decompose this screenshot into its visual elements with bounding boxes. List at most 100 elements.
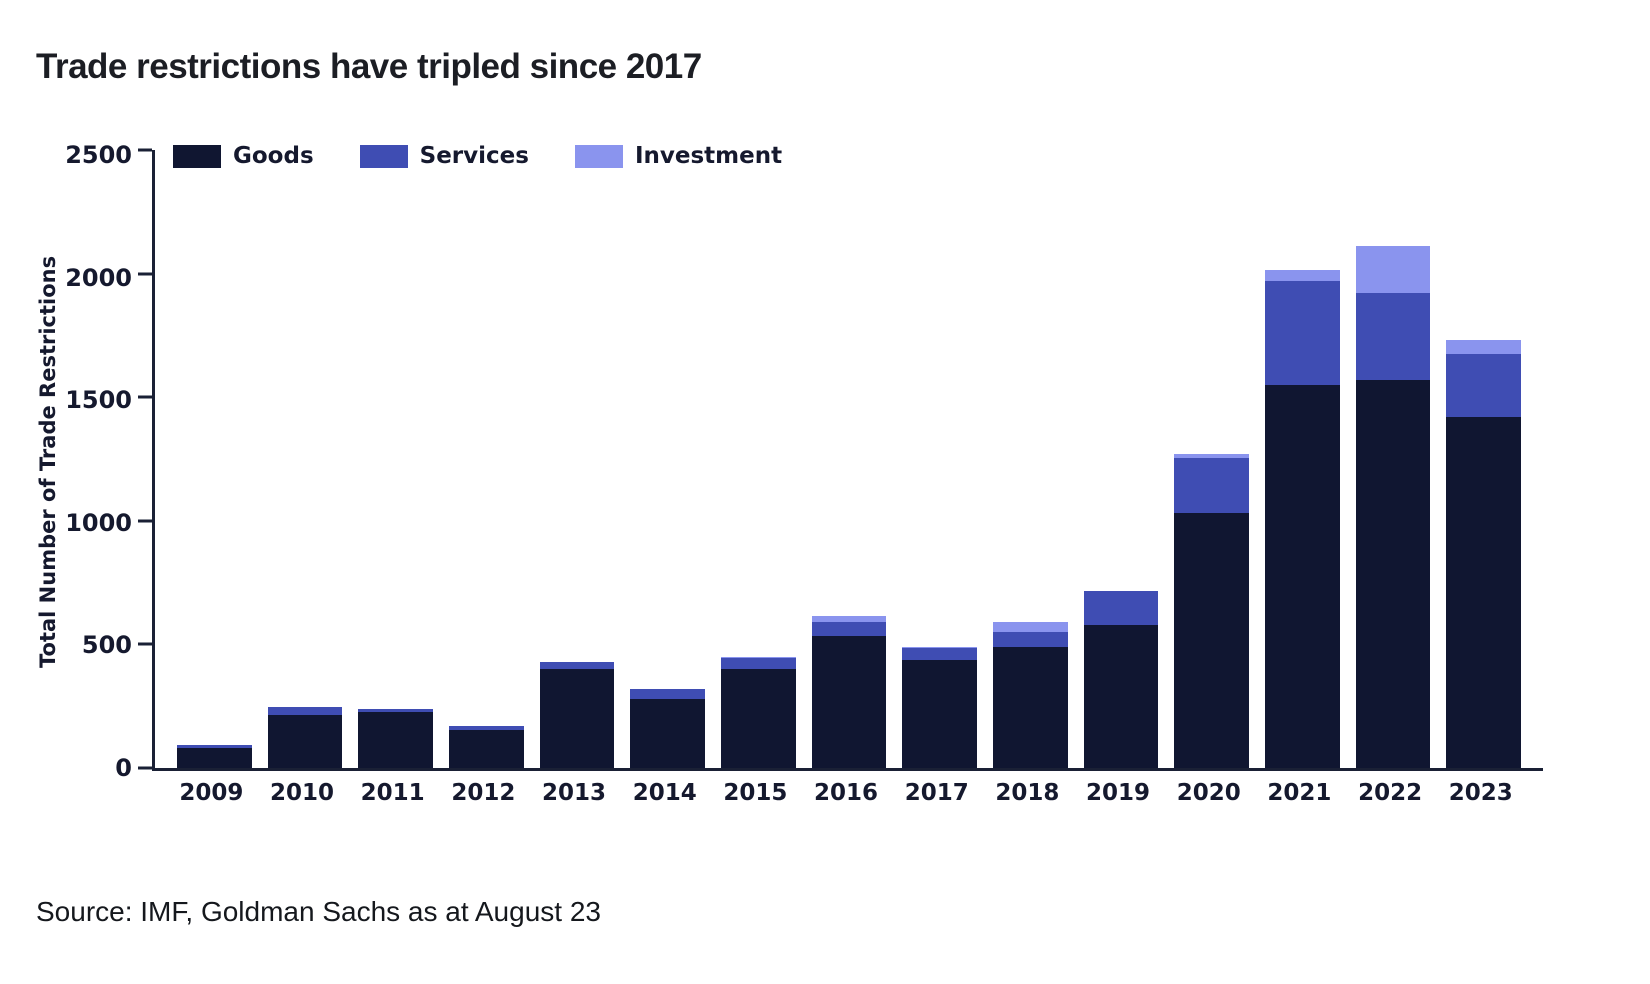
legend-item-services: Services — [359, 143, 529, 169]
x-axis-labels: 2009 2010 2011 2012 2013 2014 2015 2016 2017 2018… — [152, 780, 1540, 806]
bar-segment-goods — [630, 698, 706, 768]
bar-segment-services — [1265, 281, 1340, 385]
y-tick-label: 2500 — [65, 141, 132, 169]
bar-stack — [539, 150, 615, 768]
bar-segment-investment — [721, 656, 796, 659]
legend-item-goods: Goods — [173, 143, 314, 169]
bar-segment-goods — [267, 714, 343, 768]
bar-segment-investment — [902, 646, 978, 649]
bar-segment-services — [267, 707, 343, 715]
bar-stack — [811, 150, 887, 768]
bar-segment-investment — [1355, 246, 1431, 294]
bar-segment-services — [721, 658, 796, 670]
bar-segment-goods — [902, 660, 978, 768]
bar-segment-goods — [449, 729, 524, 768]
bars — [155, 150, 1543, 768]
x-tick-label-2019: 2019 — [1086, 780, 1151, 806]
source-note: Source: IMF, Goldman Sachs as at August … — [36, 896, 601, 927]
bar-stack — [721, 150, 796, 768]
y-tick-mark — [138, 272, 152, 276]
y-tick-label: 1500 — [65, 386, 132, 415]
y-tick-mark — [138, 148, 152, 152]
bar-segment-investment — [1174, 454, 1250, 458]
bar-segment-goods — [721, 669, 796, 768]
bar-stack — [267, 150, 343, 768]
x-tick-label-2009: 2009 — [179, 780, 244, 806]
bar-stack — [1174, 150, 1250, 768]
x-tick-label-2018: 2018 — [995, 780, 1060, 806]
bar-segment-goods — [539, 669, 615, 768]
bar-2021 — [1265, 150, 1340, 768]
x-tick-label-2010: 2010 — [270, 780, 335, 806]
bar-2013 — [539, 150, 615, 768]
bar-segment-goods — [1355, 379, 1431, 768]
bar-segment-services — [358, 708, 434, 713]
x-tick-label-2023: 2023 — [1448, 780, 1513, 806]
bar-segment-goods — [1446, 416, 1522, 768]
bar-segment-services — [177, 744, 252, 749]
bar-segment-services — [449, 725, 524, 730]
bar-segment-services — [1355, 293, 1431, 380]
x-tick-label-2022: 2022 — [1358, 780, 1423, 806]
bar-2014 — [630, 150, 706, 768]
bar-stack — [630, 150, 706, 768]
y-tick-label: 0 — [115, 754, 132, 782]
bar-2015 — [721, 150, 796, 768]
bar-segment-investment — [1446, 340, 1522, 354]
bar-2016 — [811, 150, 887, 768]
x-tick-label-2020: 2020 — [1176, 780, 1241, 806]
bar-segment-goods — [1083, 624, 1159, 768]
x-tick-label-2016: 2016 — [814, 780, 879, 806]
y-tick-label: 2000 — [65, 263, 132, 292]
bar-stack — [177, 150, 252, 768]
y-axis-labels: 0 500 1000 1500 2000 2500 — [0, 143, 132, 780]
x-tick-label-2014: 2014 — [632, 780, 697, 806]
bar-segment-services — [630, 688, 706, 699]
y-tick-mark — [138, 395, 152, 399]
bar-stack — [1446, 150, 1522, 768]
bar-2020 — [1174, 150, 1250, 768]
y-tick-mark — [138, 766, 152, 770]
bar-2012 — [449, 150, 524, 768]
legend-swatch — [173, 144, 221, 168]
bar-segment-goods — [177, 748, 252, 768]
bar-segment-goods — [358, 712, 434, 768]
page-title: Trade restrictions have tripled since 20… — [36, 47, 702, 87]
bar-stack — [1083, 150, 1159, 768]
y-tick-mark — [138, 642, 152, 646]
bar-segment-investment — [1265, 269, 1340, 282]
bar-segment-goods — [1174, 513, 1250, 768]
legend-label: Services — [419, 143, 529, 169]
bar-segment-investment — [811, 615, 887, 623]
bar-segment-services — [1446, 353, 1522, 417]
legend-item-investment: Investment — [574, 143, 783, 169]
bar-2019 — [1083, 150, 1159, 768]
legend-swatch — [574, 144, 623, 168]
bar-segment-services — [1174, 457, 1250, 514]
x-tick-label-2012: 2012 — [451, 780, 516, 806]
y-tick-label: 1000 — [65, 508, 132, 537]
bar-2010 — [267, 150, 343, 768]
bar-segment-services — [1083, 591, 1159, 625]
bar-segment-goods — [811, 635, 887, 768]
bar-2023 — [1446, 150, 1522, 768]
bar-segment-services — [902, 648, 978, 661]
bar-2011 — [358, 150, 434, 768]
bar-stack — [993, 150, 1068, 768]
bar-stack — [1265, 150, 1340, 768]
bar-stack — [449, 150, 524, 768]
bar-2009 — [177, 150, 252, 768]
bar-segment-services — [811, 622, 887, 636]
legend: Goods Services Investment — [173, 143, 782, 169]
y-tick-label: 500 — [81, 631, 132, 660]
x-tick-label-2013: 2013 — [542, 780, 607, 806]
plot-area: Goods Services Investment — [138, 143, 1543, 771]
legend-swatch — [359, 144, 408, 168]
legend-label: Goods — [233, 143, 314, 169]
bar-segment-goods — [1265, 384, 1340, 768]
x-tick-label-2015: 2015 — [723, 780, 788, 806]
legend-label: Investment — [634, 143, 783, 169]
bar-stack — [902, 150, 978, 768]
x-tick-label-2011: 2011 — [360, 780, 425, 806]
bar-2022 — [1355, 150, 1431, 768]
